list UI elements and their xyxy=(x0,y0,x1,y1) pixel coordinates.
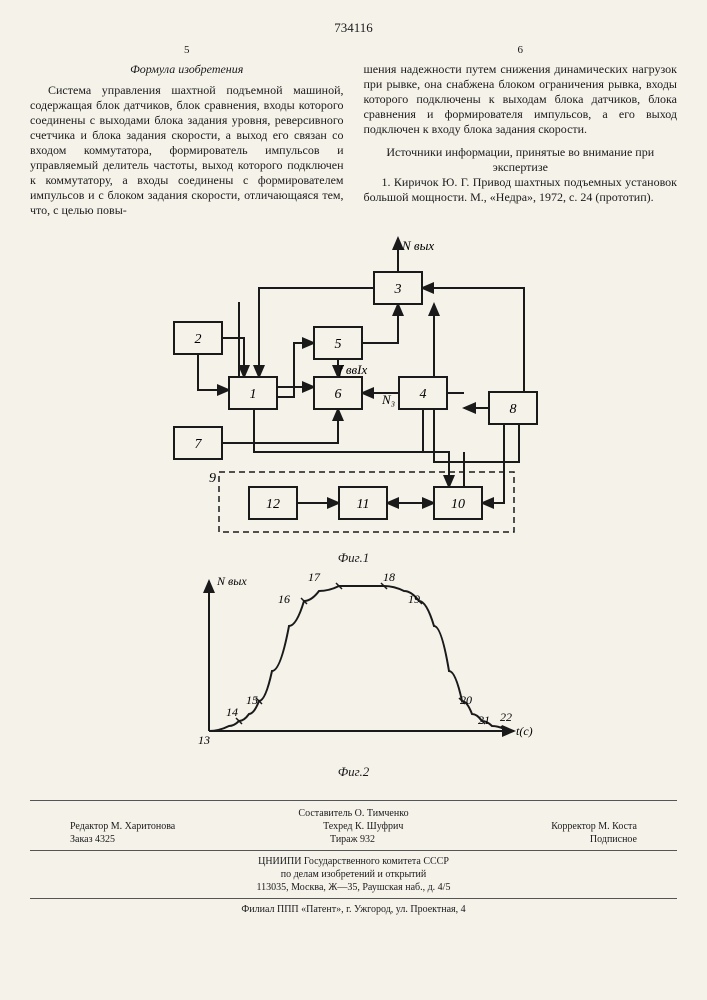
footer-podpis: Подписное xyxy=(590,833,637,846)
footer-tirazh: Тираж 932 xyxy=(330,833,375,846)
patent-number: 734116 xyxy=(30,20,677,36)
svg-text:19: 19 xyxy=(408,592,420,606)
col-num-left: 5 xyxy=(30,44,344,58)
col-num-right: 6 xyxy=(364,44,678,58)
left-column: 5 Формула изобретения Система управления… xyxy=(30,44,344,218)
svg-text:4: 4 xyxy=(419,387,426,402)
svg-text:18: 18 xyxy=(383,570,395,584)
svg-text:17: 17 xyxy=(308,570,321,584)
footer-order: Заказ 4325 xyxy=(70,833,115,846)
source-1: 1. Киричок Ю. Г. Привод шахтных подъемны… xyxy=(364,175,678,205)
svg-text:6: 6 xyxy=(334,387,341,402)
svg-text:1: 1 xyxy=(249,387,256,402)
svg-text:3: 3 xyxy=(393,282,401,297)
footer-addr2: Филиал ППП «Патент», г. Ужгород, ул. Про… xyxy=(30,903,677,916)
svg-text:N₃: N₃ xyxy=(381,392,395,407)
footer-org1: ЦНИИПИ Государственного комитета СССР xyxy=(30,855,677,868)
formula-title: Формула изобретения xyxy=(30,62,344,77)
footer-org2: по делам изобретений и открытий xyxy=(30,868,677,881)
svg-text:7: 7 xyxy=(194,437,202,452)
sources-title: Источники информации, принятые во вниман… xyxy=(364,145,678,175)
figure-1: 912345678101112N выхf ввIхN₃ Фиг.1 xyxy=(144,232,564,566)
footer-addr1: 113035, Москва, Ж—35, Раушская наб., д. … xyxy=(30,881,677,894)
svg-text:12: 12 xyxy=(266,497,280,512)
svg-text:f ввIх: f ввIх xyxy=(339,362,367,377)
svg-text:t(c): t(c) xyxy=(516,724,533,738)
svg-text:13: 13 xyxy=(198,733,210,747)
right-paragraph-1: шения надежности путем снижения динамиче… xyxy=(364,62,678,137)
svg-text:16: 16 xyxy=(278,592,290,606)
svg-text:2: 2 xyxy=(194,332,201,347)
svg-text:8: 8 xyxy=(509,402,516,417)
text-columns: 5 Формула изобретения Система управления… xyxy=(30,44,677,218)
fig2-label: Фиг.2 xyxy=(154,764,554,780)
svg-text:14: 14 xyxy=(226,705,238,719)
svg-text:11: 11 xyxy=(356,497,369,512)
svg-text:N вых: N вых xyxy=(401,238,434,253)
footer-corrector: Корректор М. Коста xyxy=(551,820,637,833)
svg-text:22: 22 xyxy=(500,710,512,724)
fig1-label: Фиг.1 xyxy=(144,550,564,566)
svg-text:15: 15 xyxy=(246,693,258,707)
footer-compiler: Составитель О. Тимченко xyxy=(30,807,677,820)
svg-text:N вых: N вых xyxy=(216,574,247,588)
svg-text:10: 10 xyxy=(451,497,465,512)
footer-editor: Редактор М. Харитонова xyxy=(70,820,175,833)
left-paragraph: Система управления шахтной подъемной маш… xyxy=(30,83,344,218)
svg-text:21: 21 xyxy=(478,713,490,727)
footer-techred: Техред К. Шуфрич xyxy=(323,820,403,833)
figure-2: N выхt(c)13141516171819202122 Фиг.2 xyxy=(154,566,554,780)
right-column: 6 шения надежности путем снижения динами… xyxy=(364,44,678,218)
footer: Составитель О. Тимченко Редактор М. Хари… xyxy=(30,800,677,916)
svg-text:9: 9 xyxy=(209,471,216,486)
svg-text:5: 5 xyxy=(334,337,341,352)
